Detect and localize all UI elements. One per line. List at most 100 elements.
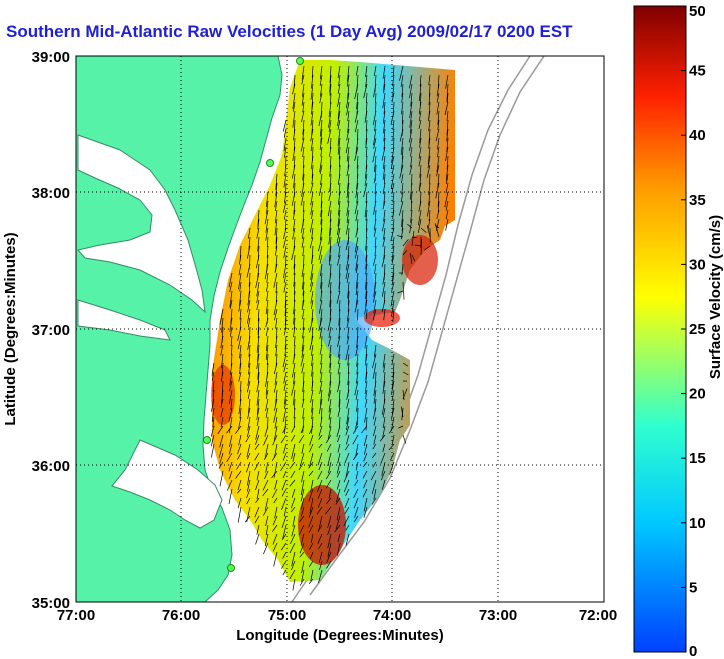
velocity-vector — [356, 371, 359, 384]
velocity-vector — [293, 416, 296, 428]
velocity-vector — [226, 452, 233, 462]
velocity-vector — [284, 218, 287, 231]
velocity-vector — [347, 308, 350, 322]
velocity-vector — [274, 371, 278, 385]
velocity-vector — [319, 164, 323, 175]
velocity-vector — [289, 569, 296, 579]
velocity-vector — [319, 560, 323, 570]
velocity-vector — [363, 443, 368, 455]
velocity-vector — [317, 488, 323, 499]
velocity-vector — [302, 128, 305, 141]
velocity-vector — [373, 128, 377, 146]
velocity-vector — [373, 389, 377, 404]
velocity-vector — [365, 281, 368, 300]
velocity-vector — [291, 524, 296, 537]
velocity-vector — [280, 461, 287, 471]
velocity-vector — [418, 200, 422, 212]
velocity-vector — [418, 110, 422, 122]
velocity-vector — [247, 290, 251, 306]
velocity-vector — [274, 209, 278, 224]
velocity-vector — [272, 515, 278, 526]
velocity-vector — [292, 128, 296, 141]
velocity-vector — [301, 569, 305, 583]
chart-title: Southern Mid-Atlantic Raw Velocities (1 … — [6, 22, 573, 41]
velocity-vector — [311, 164, 314, 179]
velocity-vector — [229, 362, 233, 376]
velocity-vector — [374, 182, 377, 195]
velocity-vector — [381, 254, 386, 268]
velocity-vector — [275, 182, 278, 197]
velocity-vector — [326, 497, 332, 504]
velocity-vector — [238, 398, 242, 415]
velocity-vector — [271, 470, 278, 479]
velocity-vector — [347, 110, 350, 122]
velocity-vector — [436, 83, 440, 97]
velocity-vector — [211, 362, 215, 376]
velocity-vector — [281, 497, 287, 510]
velocity-vector — [266, 191, 269, 207]
velocity-vector — [302, 281, 305, 296]
velocity-vector — [274, 398, 278, 411]
velocity-vector — [265, 380, 269, 395]
velocity-vector — [293, 326, 296, 338]
velocity-vector — [301, 398, 305, 408]
velocity-vector — [356, 407, 359, 426]
velocity-vector — [275, 344, 278, 357]
velocity-vector — [437, 191, 440, 207]
velocity-vector — [292, 146, 296, 161]
sound-water — [111, 439, 223, 529]
velocity-vector — [293, 371, 296, 385]
velocity-vector — [338, 182, 341, 196]
velocity-vector — [281, 560, 287, 569]
velocity-vector — [302, 416, 305, 433]
velocity-vector — [373, 488, 377, 500]
velocity-vector — [228, 407, 233, 423]
velocity-vector — [280, 542, 287, 551]
velocity-vector — [254, 452, 260, 461]
velocity-vector — [275, 281, 278, 294]
velocity-vector — [355, 137, 359, 154]
velocity-vector — [310, 182, 314, 194]
velocity-vector — [352, 425, 359, 434]
velocity-vector — [299, 452, 305, 467]
velocity-vector — [248, 227, 251, 239]
velocity-vector — [371, 452, 377, 459]
velocity-vector — [311, 362, 314, 377]
velocity-vector — [399, 65, 404, 81]
velocity-vector — [255, 533, 260, 545]
velocity-vector — [391, 281, 395, 292]
velocity-vector — [371, 479, 377, 494]
velocity-vector — [336, 470, 341, 478]
velocity-vector — [310, 200, 314, 215]
velocity-vector — [220, 407, 224, 418]
velocity-vector — [365, 92, 368, 104]
velocity-vector — [256, 398, 260, 415]
velocity-vector — [320, 290, 323, 302]
velocity-vector — [446, 92, 449, 103]
velocity-vector — [283, 281, 287, 293]
velocity-vector — [362, 470, 368, 479]
velocity-vector — [311, 398, 314, 413]
velocity-vector — [318, 236, 323, 252]
velocity-vector — [329, 416, 332, 428]
grid-lines — [76, 56, 604, 602]
velocity-vector — [383, 128, 386, 142]
velocity-vector — [337, 443, 341, 453]
velocity-vector — [264, 533, 269, 547]
velocity-vector — [388, 425, 395, 434]
velocity-vector — [248, 344, 251, 357]
velocity-vector — [347, 299, 350, 312]
velocity-vector — [239, 353, 242, 370]
velocity-vector — [383, 209, 386, 222]
velocity-vector — [445, 209, 449, 220]
velocity-vector — [329, 209, 332, 223]
velocity-vector — [293, 272, 296, 287]
velocity-vector — [354, 506, 359, 518]
velocity-vector — [228, 443, 233, 455]
velocity-vector — [365, 290, 368, 307]
velocity-vector — [356, 173, 359, 190]
velocity-vector — [247, 416, 251, 431]
river-water — [77, 299, 171, 341]
velocity-vector — [229, 380, 233, 392]
velocity-vector — [427, 110, 431, 122]
